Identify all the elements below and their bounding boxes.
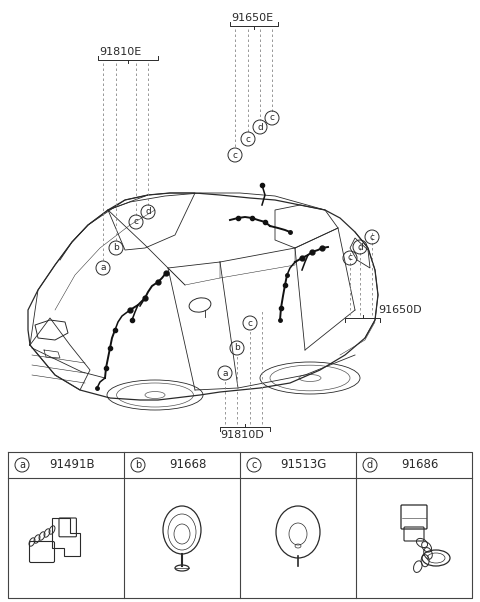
Text: c: c: [348, 253, 352, 262]
Text: c: c: [245, 134, 251, 143]
Text: d: d: [357, 243, 363, 252]
Text: c: c: [269, 114, 275, 122]
Text: 91810D: 91810D: [220, 430, 264, 440]
Text: c: c: [248, 318, 252, 327]
Text: c: c: [252, 460, 257, 470]
Text: 91491B: 91491B: [49, 459, 95, 471]
Text: d: d: [145, 208, 151, 217]
Text: c: c: [232, 150, 238, 160]
Text: 91686: 91686: [401, 459, 439, 471]
Text: b: b: [113, 243, 119, 252]
Text: 91810E: 91810E: [99, 47, 141, 57]
Text: c: c: [133, 217, 139, 226]
Text: 91668: 91668: [169, 459, 206, 471]
Text: 91513G: 91513G: [281, 459, 327, 471]
Text: d: d: [257, 122, 263, 131]
Text: d: d: [367, 460, 373, 470]
Text: a: a: [19, 460, 25, 470]
Text: 91650D: 91650D: [378, 305, 421, 315]
Text: b: b: [234, 344, 240, 353]
Text: 91650E: 91650E: [231, 13, 273, 23]
Text: c: c: [370, 232, 374, 241]
Text: a: a: [100, 264, 106, 273]
Text: a: a: [222, 368, 228, 377]
Text: b: b: [135, 460, 141, 470]
